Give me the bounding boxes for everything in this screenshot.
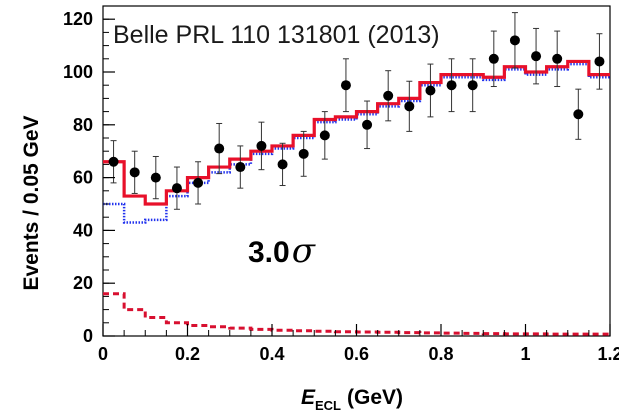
data-point bbox=[298, 148, 309, 159]
data-point bbox=[594, 56, 605, 67]
data-point bbox=[150, 172, 161, 183]
y-axis-label: Events / 0.05 GeV bbox=[20, 115, 43, 290]
y-tick-label: 60 bbox=[73, 168, 93, 188]
y-tick-label: 120 bbox=[63, 9, 93, 29]
x-tick-label: 1 bbox=[520, 344, 530, 364]
data-point bbox=[214, 143, 225, 154]
data-point bbox=[383, 90, 394, 101]
significance-annotation: 3.0σ bbox=[248, 231, 316, 271]
data-point bbox=[256, 140, 267, 151]
y-tick-label: 80 bbox=[73, 115, 93, 135]
data-point bbox=[129, 167, 140, 178]
data-point bbox=[193, 177, 204, 188]
y-tick-label: 40 bbox=[73, 220, 93, 240]
data-point bbox=[488, 53, 499, 64]
x-axis-label: EECL (GeV) bbox=[301, 386, 403, 412]
data-point bbox=[362, 119, 373, 130]
data-point bbox=[171, 183, 182, 194]
background-histogram bbox=[103, 62, 610, 224]
data-point bbox=[573, 109, 584, 120]
data-point bbox=[319, 130, 330, 141]
data-point bbox=[235, 162, 246, 173]
x-tick-label: 1.2 bbox=[597, 344, 619, 364]
y-tick-label: 0 bbox=[83, 326, 93, 346]
x-tick-label: 0.8 bbox=[428, 344, 453, 364]
x-tick-label: 0.4 bbox=[259, 344, 284, 364]
data-point bbox=[340, 80, 351, 91]
data-point bbox=[404, 101, 415, 112]
data-point bbox=[552, 53, 563, 64]
x-tick-label: 0.6 bbox=[344, 344, 369, 364]
data-point bbox=[509, 35, 520, 46]
data-point bbox=[446, 80, 457, 91]
y-tick-label: 20 bbox=[73, 273, 93, 293]
data-point bbox=[425, 85, 436, 96]
data-point bbox=[531, 51, 542, 62]
x-tick-label: 0 bbox=[98, 344, 108, 364]
data-point bbox=[277, 159, 288, 170]
data-point bbox=[108, 156, 119, 167]
y-tick-label: 100 bbox=[63, 62, 93, 82]
data-point bbox=[467, 80, 478, 91]
chart-title: Belle PRL 110 131801 (2013) bbox=[113, 21, 440, 49]
x-tick-label: 0.2 bbox=[175, 344, 200, 364]
fit-total-histogram bbox=[103, 59, 610, 206]
